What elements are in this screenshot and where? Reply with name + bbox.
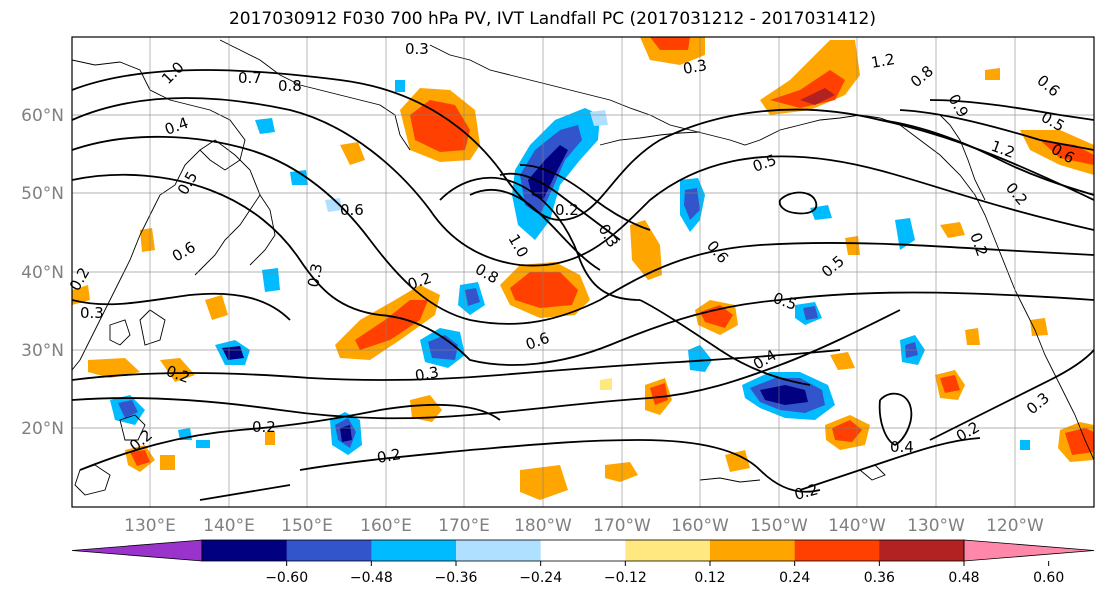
colorbar-frame [201, 539, 965, 562]
contour-label: 0.3 [414, 363, 441, 385]
lon-label: 130°E [124, 516, 176, 536]
colorbar-segment [710, 540, 796, 561]
colorbar-segment [625, 540, 711, 561]
colorbar-segment [879, 540, 965, 561]
contour-label: 0.3 [80, 304, 104, 322]
map-frame [71, 36, 1095, 508]
lon-label: 120°W [986, 516, 1044, 536]
contour-label: 0.3 [682, 56, 709, 78]
lon-label: 180°W [514, 516, 572, 536]
longitude-labels: 130°E 140°E 150°E 160°E 170°E 180°W 170°… [124, 516, 1044, 536]
contour-label: 0.3 [304, 262, 326, 289]
colorbar-tick-label: −0.24 [519, 570, 562, 586]
colorbar-tick-label: −0.60 [265, 570, 308, 586]
contour-label: 0.3 [405, 40, 429, 58]
colorbar-tick-label: −0.36 [435, 570, 478, 586]
lon-label: 170°E [438, 516, 490, 536]
contour-label: 0.8 [278, 77, 302, 95]
lon-label: 130°W [907, 516, 965, 536]
lon-label: 140°W [828, 516, 886, 536]
lat-label: 60°N [21, 106, 64, 126]
lon-label: 150°W [750, 516, 808, 536]
colorbar-tick-label: −0.48 [350, 570, 393, 586]
contour-label: 0.2 [376, 445, 403, 467]
colorbar-segment [202, 540, 288, 561]
contour-label: 0.7 [238, 69, 262, 87]
colorbar-extend-high [963, 539, 1095, 562]
pv-contour-layer [72, 69, 1094, 501]
latitude-labels: 60°N 50°N 40°N 30°N 20°N [21, 106, 64, 439]
contour-label: 0.4 [890, 438, 914, 456]
colorbar-tick-label: 0.60 [1033, 570, 1064, 586]
lat-label: 40°N [21, 263, 64, 283]
colorbar-tick-label: 0.36 [864, 570, 895, 586]
lon-label: 150°E [281, 516, 333, 536]
colorbar-segment [540, 540, 626, 561]
colorbar: −0.60 −0.48 −0.36 −0.24 −0.12 0.12 0.24 0.36 0.4… [71, 539, 1095, 586]
shading-layer [72, 37, 1094, 500]
lon-label: 160°E [360, 516, 412, 536]
colorbar-tick-label: −0.12 [604, 570, 647, 586]
map-title: 2017030912 F030 700 hPa PV, IVT Landfall… [228, 9, 876, 29]
lon-label: 160°W [671, 516, 729, 536]
contour-label: 0.2 [792, 480, 820, 504]
colorbar-tick-label: 0.24 [779, 570, 810, 586]
graticule [72, 37, 1094, 507]
lat-label: 20°N [21, 419, 64, 439]
coastline-layer [72, 39, 1094, 496]
contour-label: 0.2 [555, 201, 579, 219]
contour-label: 0.2 [252, 418, 276, 436]
colorbar-tick-label: 0.48 [948, 570, 979, 586]
colorbar-segment [286, 540, 372, 561]
colorbar-segment [371, 540, 457, 561]
lon-label: 140°E [203, 516, 255, 536]
lat-label: 30°N [21, 341, 64, 361]
lon-label: 170°W [593, 516, 651, 536]
contour-label: 0.6 [340, 201, 364, 219]
lat-label: 50°N [21, 184, 64, 204]
colorbar-extend-low [71, 539, 203, 562]
colorbar-segment [794, 540, 880, 561]
colorbar-tick-label: 0.12 [694, 570, 725, 586]
colorbar-segment [456, 540, 542, 561]
contour-label: 1.2 [870, 50, 897, 72]
